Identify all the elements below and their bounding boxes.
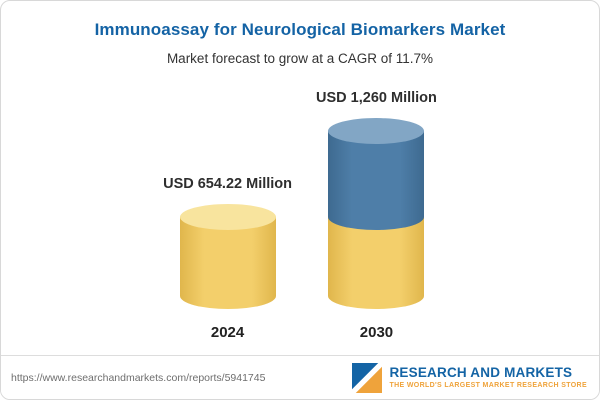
page-title: Immunoassay for Neurological Biomarkers … [94,20,506,39]
cylinder-top-ellipse [328,118,425,144]
footer-bar: https://www.researchandmarkets.com/repor… [1,355,599,399]
brand-name: RESEARCH AND MARKETS [389,364,573,380]
cylinder-segment-gold [179,216,276,309]
brand-logo-text: RESEARCH AND MARKETS THE WORLD'S LARGEST… [389,364,587,390]
cylinder-bar-chart: USD 654.22 Million 2024 USD 1,260 Million 2… [1,89,599,341]
bar-category-label: 2030 [359,324,394,341]
brand-logo-icon [352,362,383,393]
page-subtitle: Market forecast to grow at a CAGR of 11.… [166,51,434,66]
bar-group-2024: USD 654.22 Million 2024 [163,176,292,341]
bar-value-label: USD 1,260 Million [316,90,437,106]
brand-tagline: THE WORLD'S LARGEST MARKET RESEARCH STOR… [389,382,587,390]
chart-header: Immunoassay for Neurological Biomarkers … [1,1,599,66]
cylinder-top-ellipse [179,203,276,230]
cylinder-segment-gold [328,216,425,309]
brand-logo: RESEARCH AND MARKETS THE WORLD'S LARGEST… [352,362,587,393]
bar-value-label: USD 654.22 Million [163,175,293,192]
report-url[interactable]: https://www.researchandmarkets.com/repor… [11,371,266,384]
bar-group-2030: USD 1,260 Million 2030 [316,90,437,341]
cylinder-segment-blue [328,131,425,230]
bar-category-label: 2024 [210,324,245,341]
cylinder-2030 [328,118,425,309]
cylinder-2024 [179,203,276,309]
